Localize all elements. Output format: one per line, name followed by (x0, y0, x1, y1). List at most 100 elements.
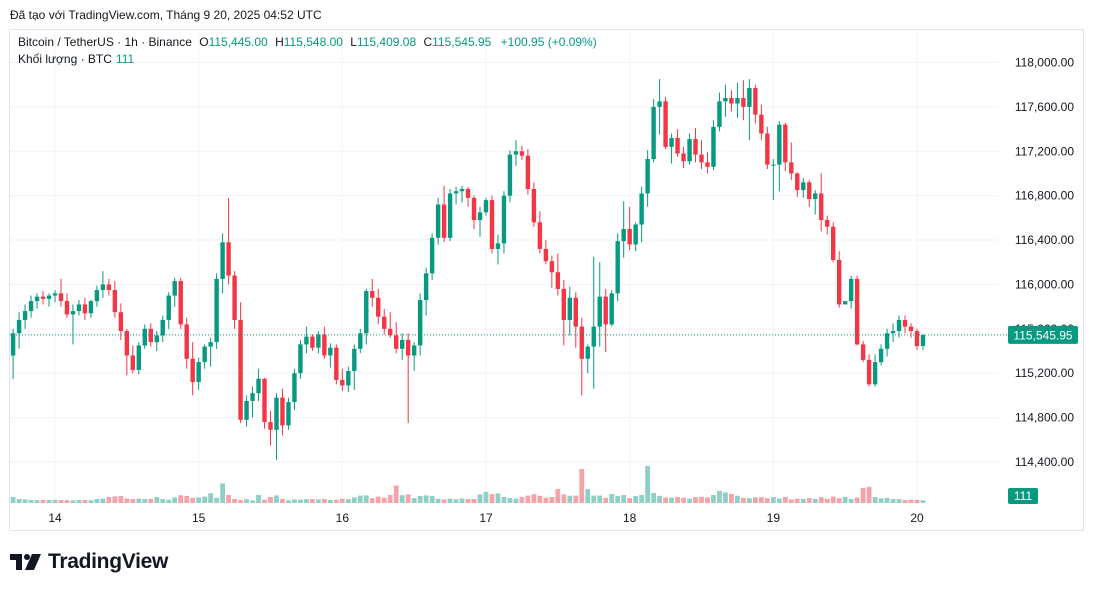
candle-body (729, 98, 734, 104)
candle-body (190, 358, 195, 383)
volume-bar (848, 499, 854, 503)
volume-bar (705, 497, 710, 503)
candle-body (489, 200, 495, 249)
x-tick-label: 16 (336, 511, 350, 525)
volume-bar (824, 498, 830, 503)
candle-body (543, 248, 549, 262)
volume-bar (160, 499, 166, 503)
candle-body (465, 189, 471, 198)
candle-body (711, 126, 716, 167)
candle-body (262, 378, 267, 423)
low-value: 115,409.08 (356, 35, 417, 49)
volume-bar (471, 499, 477, 503)
volume-bar (537, 495, 543, 503)
volume-bar (806, 498, 812, 503)
volume-bar (202, 496, 208, 503)
y-tick-label: 118,000.00 (1015, 56, 1074, 70)
volume-bar (40, 499, 46, 503)
volume-bar (794, 498, 800, 503)
volume-bar (244, 499, 249, 503)
volume-bar (465, 499, 471, 503)
volume-bar (633, 496, 639, 503)
volume-bar (220, 483, 226, 503)
volume-bar (274, 495, 279, 503)
candle-body (735, 98, 740, 104)
candle-body (28, 301, 34, 312)
candle-body (555, 272, 561, 289)
candle-body (531, 189, 537, 223)
volume-bar (920, 500, 926, 503)
volume-bar (735, 495, 740, 503)
candle-body (376, 297, 381, 317)
volume-bar (627, 498, 633, 503)
tradingview-logo[interactable]: TradingView (10, 550, 168, 574)
volume-bar (130, 499, 136, 503)
candle-body (82, 304, 88, 314)
candle-body (633, 224, 638, 245)
volume-bar (381, 497, 387, 503)
candle-body (16, 319, 22, 334)
volume-bar (764, 498, 770, 503)
candle-body (723, 98, 728, 102)
candle-body (848, 278, 854, 302)
volume-badge (1008, 488, 1038, 504)
y-tick-label: 116,400.00 (1015, 233, 1074, 247)
candle-body (603, 296, 608, 325)
candle-body (579, 326, 584, 359)
volume-bar (507, 498, 513, 503)
candle-body (34, 296, 40, 302)
volume-bar (327, 500, 333, 503)
volume-bar (351, 497, 357, 503)
volume-bar (483, 491, 489, 503)
volume-bar (339, 498, 345, 503)
candle-body (196, 362, 201, 383)
volume-bar (621, 495, 627, 503)
candle-body (615, 241, 620, 294)
volume-bar (573, 495, 579, 503)
volume-bar (106, 497, 112, 503)
volume-bar (399, 495, 405, 503)
candle-body (88, 301, 94, 314)
candle-body (789, 162, 794, 174)
volume-bar (298, 499, 303, 503)
volume-bar (333, 499, 339, 503)
candle-body (795, 173, 800, 191)
volume-bar (447, 498, 453, 503)
volume-bar (872, 497, 878, 503)
candle-body (783, 124, 788, 163)
grid-lines (10, 30, 998, 505)
volume-bar (531, 494, 537, 503)
candle-body (94, 289, 100, 302)
volume-bar (250, 500, 255, 503)
candle-body (549, 261, 555, 273)
volume-bar (88, 500, 94, 503)
candle-body (908, 326, 914, 332)
candle-body (352, 348, 357, 372)
time-axis: 14 15 16 17 18 19 20 (48, 511, 924, 525)
last-price-label: 115,545.95 (1013, 328, 1072, 342)
volume-bar (645, 466, 651, 503)
volume-bar (280, 499, 285, 503)
volume-bar (723, 492, 728, 503)
y-tick-label: 117,200.00 (1015, 144, 1074, 158)
volume-bar (603, 497, 609, 503)
candle-body (813, 193, 818, 199)
x-tick-label: 20 (910, 511, 924, 525)
candle-body (477, 212, 483, 221)
close-value: 115,545.95 (432, 35, 492, 49)
candle-body (334, 347, 339, 380)
candle-body (513, 151, 519, 155)
volume-bar (94, 499, 100, 503)
chart-frame (9, 29, 1084, 531)
y-tick-label: 114,400.00 (1015, 455, 1074, 469)
candle-body (405, 339, 411, 356)
volume-bar (435, 498, 441, 503)
volume-value: 111 (115, 52, 135, 66)
volume-bar (369, 498, 375, 503)
volume-bar (64, 500, 70, 503)
volume-bar (304, 499, 309, 503)
candle-body (142, 328, 147, 346)
candle-body (226, 242, 231, 276)
volume-bar (513, 498, 519, 503)
